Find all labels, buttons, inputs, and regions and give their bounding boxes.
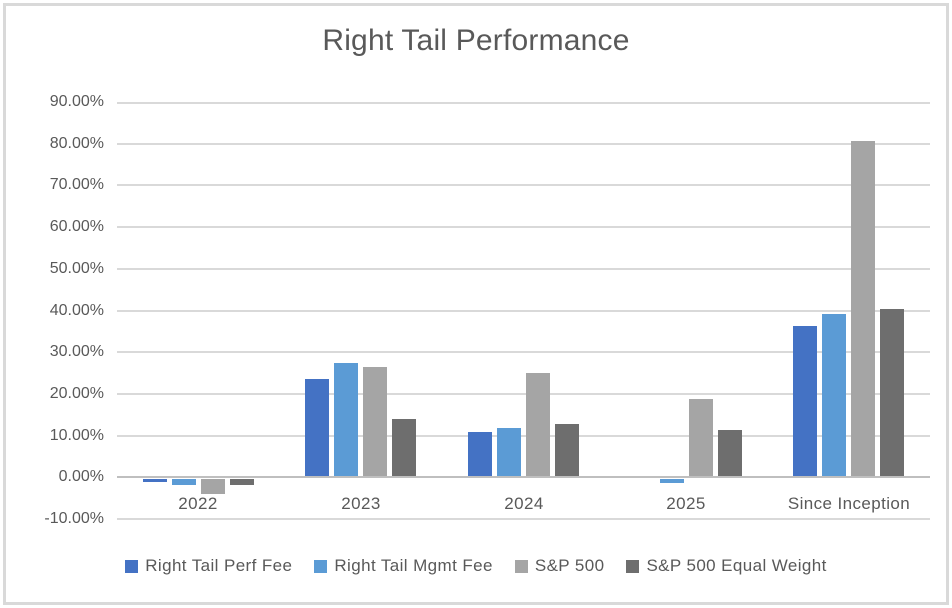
bar-right-tail-perf-fee-2024: [468, 432, 492, 477]
bar-s-p-500-2023: [363, 367, 387, 477]
x-axis-category-label: Since Inception: [787, 494, 911, 513]
gridline: [117, 268, 930, 270]
bar-right-tail-mgmt-fee-2024: [497, 428, 521, 477]
chart-title: Right Tail Performance: [322, 24, 630, 57]
bar-right-tail-mgmt-fee-since-inception: [822, 314, 846, 477]
y-axis-tick-label: 60.00%: [49, 218, 104, 235]
legend: Right Tail Perf Fee Right Tail Mgmt Fee S&…: [0, 556, 952, 576]
legend-label: S&P 500 Equal Weight: [646, 556, 827, 575]
bar-s-p-500-equal-weight-2022: [230, 479, 254, 485]
bar-right-tail-mgmt-fee-2025: [660, 479, 684, 483]
legend-label: Right Tail Mgmt Fee: [334, 556, 493, 575]
legend-swatch-icon: [125, 559, 139, 573]
bar-s-p-500-equal-weight-2023: [392, 419, 416, 477]
gridline: [117, 143, 930, 145]
y-axis-tick-label: 20.00%: [49, 385, 104, 402]
bar-right-tail-mgmt-fee-2022: [172, 479, 196, 485]
bar-right-tail-perf-fee-since-inception: [793, 326, 817, 477]
gridline: [117, 518, 930, 520]
bar-right-tail-perf-fee-2023: [305, 379, 329, 477]
legend-item-right-tail-perf-fee: Right Tail Perf Fee: [125, 556, 292, 576]
bar-s-p-500-since-inception: [851, 141, 875, 477]
y-axis-tick-label: 0.00%: [58, 468, 104, 485]
bar-s-p-500-2022: [201, 479, 225, 494]
x-axis-line: [117, 476, 930, 478]
legend-label: S&P 500: [534, 556, 605, 575]
legend-swatch-icon: [314, 559, 328, 573]
legend-swatch-icon: [626, 559, 640, 573]
gridline: [117, 393, 930, 395]
y-axis-tick-label: 50.00%: [49, 260, 104, 277]
gridline: [117, 226, 930, 228]
bar-s-p-500-equal-weight-2024: [555, 424, 579, 477]
plot-area: 2022 2023 2024 2025 Since Inception: [117, 102, 930, 520]
x-axis-category-label: 2024: [504, 494, 544, 513]
gridline: [117, 351, 930, 353]
y-axis: 90.00% 80.00% 70.00% 60.00% 50.00% 40.00% 30.0…: [8, 93, 104, 527]
gridline: [117, 435, 930, 437]
x-axis-category-label: 2023: [341, 494, 381, 513]
y-axis-tick-label: 80.00%: [49, 135, 104, 152]
y-axis-tick-label: -10.00%: [44, 510, 104, 527]
bar-s-p-500-2025: [689, 399, 713, 477]
bar-right-tail-mgmt-fee-2023: [334, 363, 358, 477]
bar-s-p-500-equal-weight-2025: [718, 430, 742, 477]
bar-s-p-500-2024: [526, 373, 550, 477]
legend-item-s-p-500: S&P 500: [514, 556, 605, 576]
y-axis-tick-label: 30.00%: [49, 343, 104, 360]
legend-swatch-icon: [514, 559, 528, 573]
bar-right-tail-perf-fee-2022: [143, 479, 167, 482]
gridline: [117, 184, 930, 186]
y-axis-tick-label: 40.00%: [49, 302, 104, 319]
gridline: [117, 102, 930, 104]
y-axis-tick-label: 90.00%: [49, 93, 104, 110]
legend-item-s-p-500-equal-weight: S&P 500 Equal Weight: [626, 556, 826, 576]
bar-s-p-500-equal-weight-since-inception: [880, 309, 904, 477]
legend-label: Right Tail Perf Fee: [145, 556, 293, 575]
x-axis-category-label: 2022: [178, 494, 218, 513]
y-axis-tick-label: 10.00%: [49, 427, 104, 444]
x-axis-category-label: 2025: [666, 494, 706, 513]
legend-item-right-tail-mgmt-fee: Right Tail Mgmt Fee: [314, 556, 492, 576]
y-axis-tick-label: 70.00%: [49, 176, 104, 193]
gridline: [117, 310, 930, 312]
